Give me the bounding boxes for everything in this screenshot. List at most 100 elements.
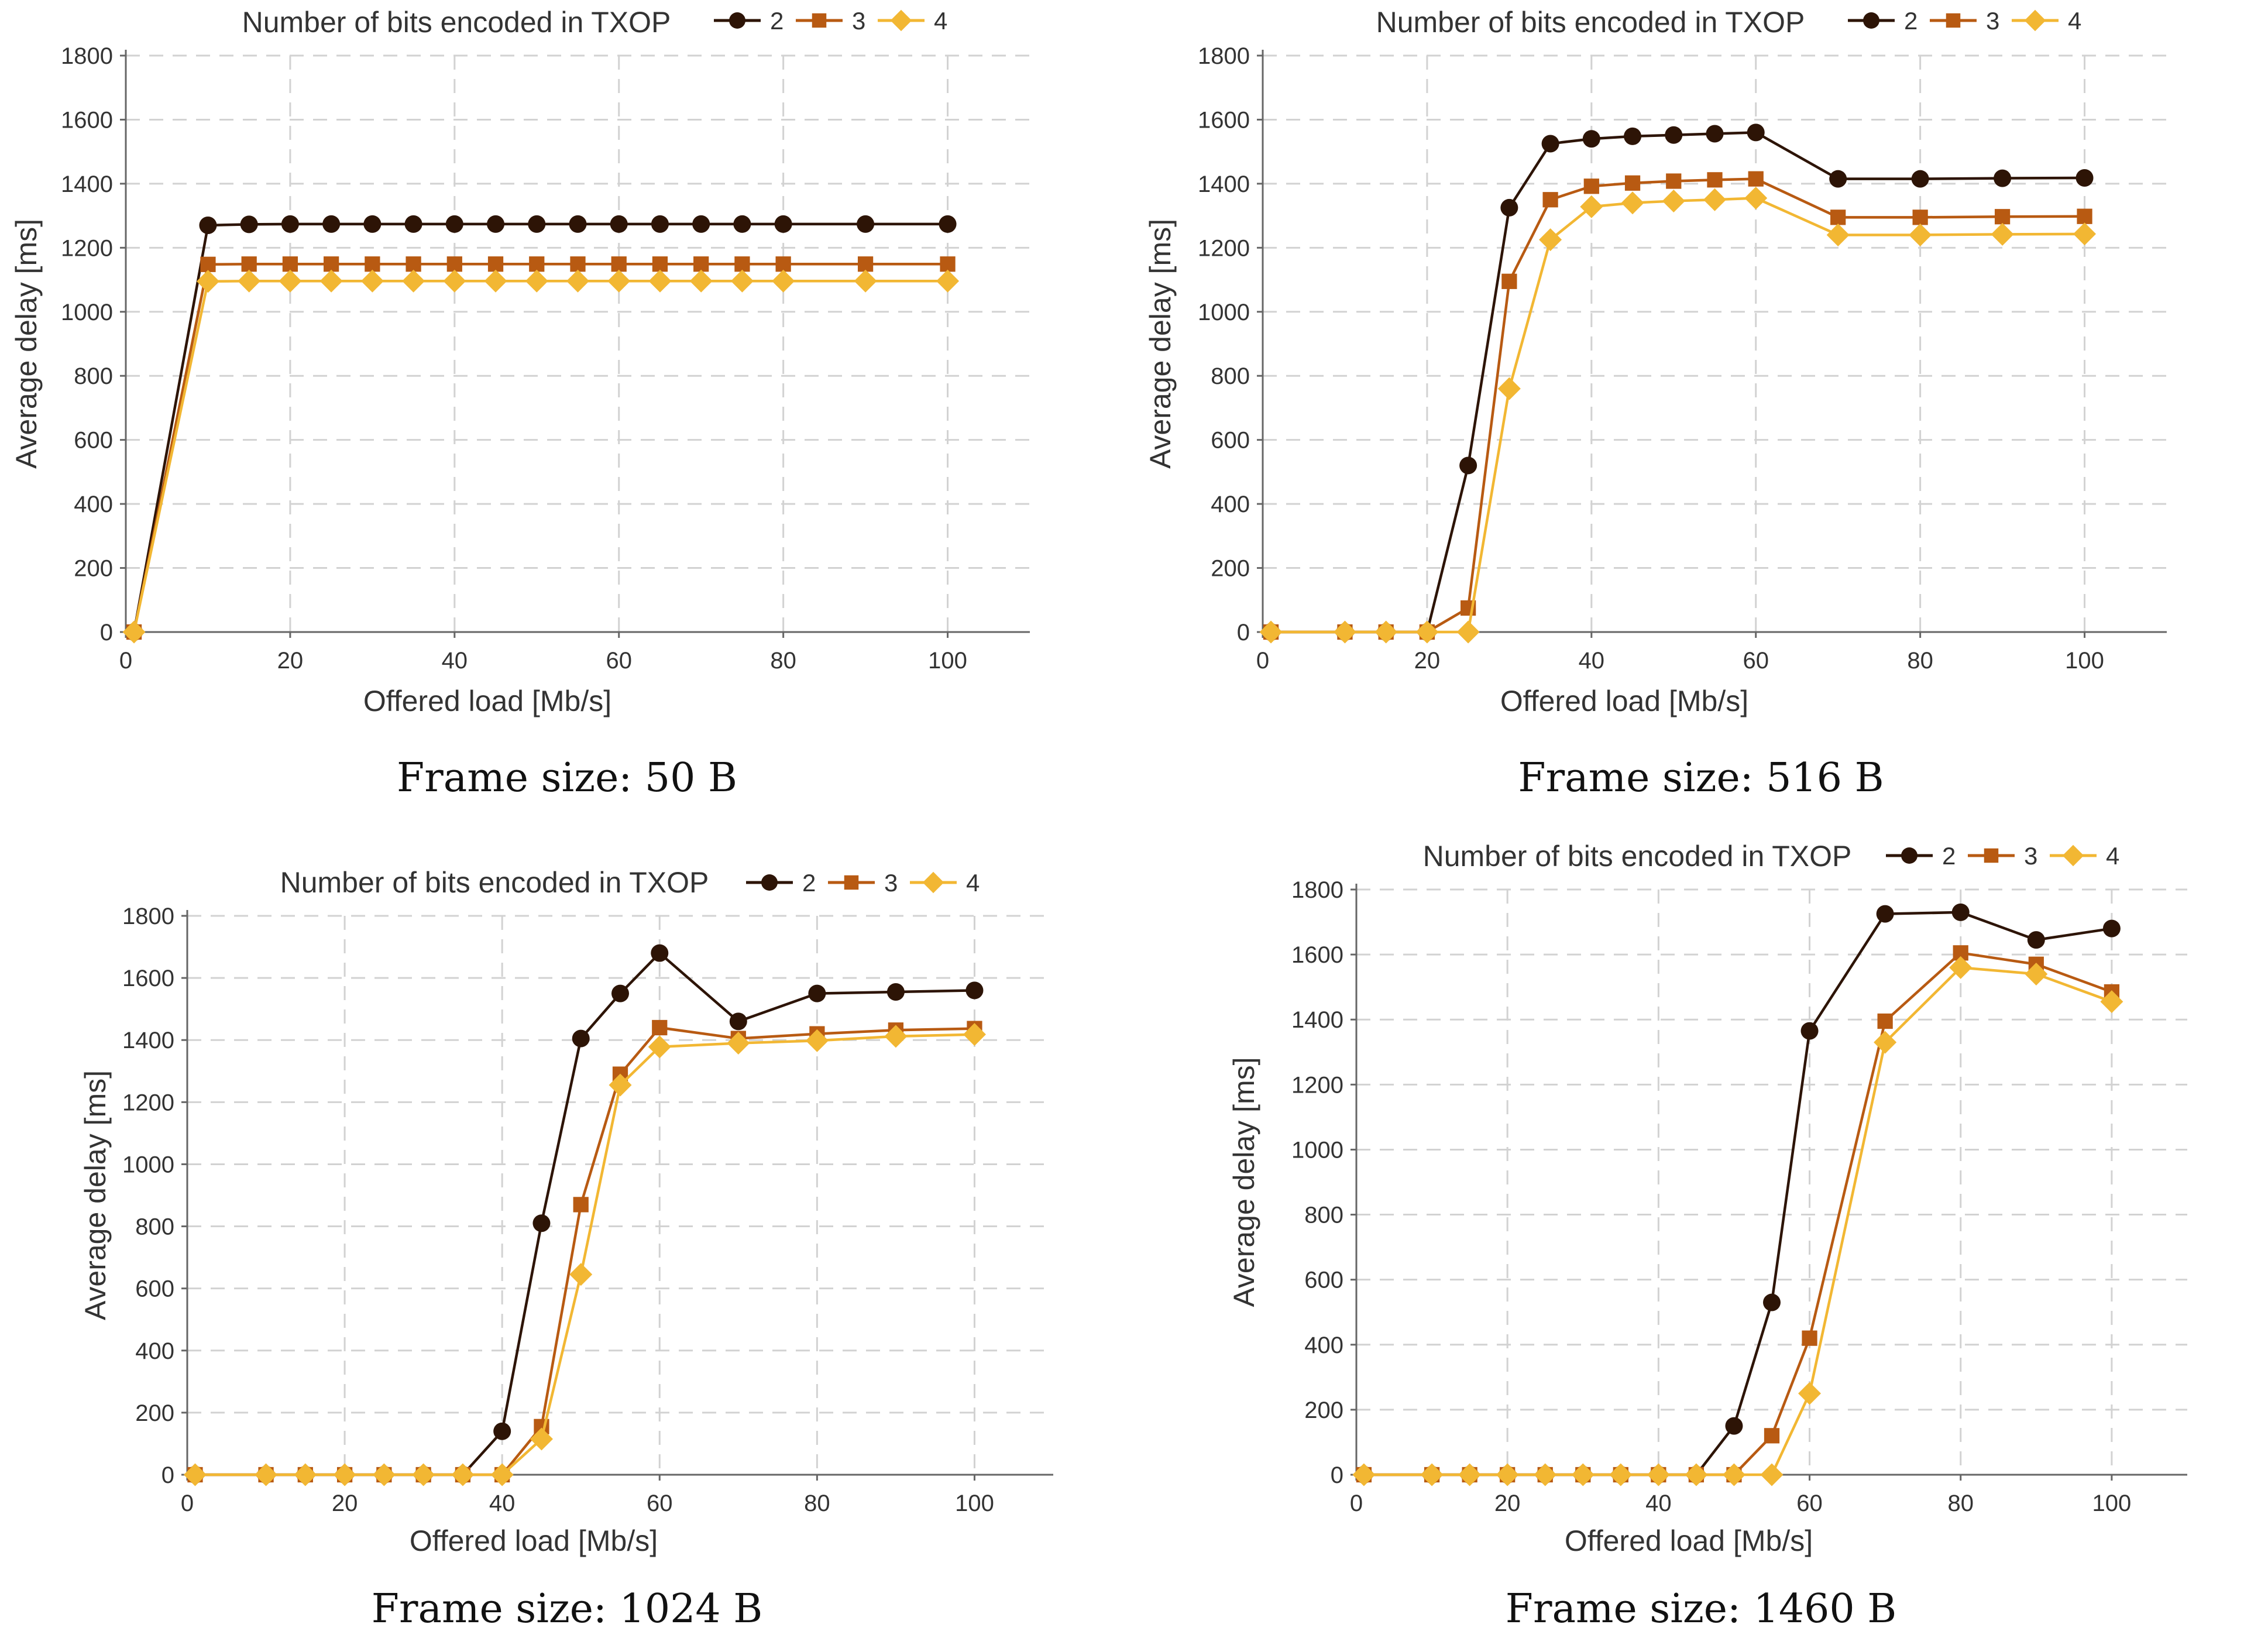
data-point — [1662, 189, 1685, 212]
legend-marker-3 — [812, 13, 827, 28]
x-tick-label: 20 — [332, 1491, 358, 1516]
data-point — [1621, 191, 1644, 215]
y-tick-label: 200 — [135, 1400, 174, 1426]
data-point — [1583, 178, 1599, 194]
data-point — [963, 1023, 986, 1046]
data-point — [2027, 931, 2045, 949]
chart-svg-frame-516: 0 200 400 600 800 1000 1200 1400 1600 1800 0 20 40 60… — [1144, 6, 2167, 717]
data-point — [693, 256, 709, 272]
data-point — [1501, 273, 1517, 289]
data-point — [402, 269, 425, 293]
data-point — [1539, 228, 1562, 252]
data-point — [1763, 1293, 1781, 1311]
data-point — [1706, 125, 1724, 143]
data-point — [566, 269, 589, 293]
data-point — [1802, 1330, 1817, 1346]
y-axis-title: Average delay [ms] — [1228, 1057, 1260, 1307]
x-tick-label: 0 — [1350, 1491, 1363, 1516]
y-axis-title: Average delay [ms] — [10, 219, 43, 469]
x-tick-label: 20 — [277, 648, 304, 674]
chart-svg-frame-50: 0 200 400 600 800 1000 1200 1400 1600 1800 0 20 40 60… — [10, 6, 1030, 717]
data-point — [1415, 620, 1439, 644]
grid-frame-1024 — [187, 915, 1053, 1475]
chart-title: Number of bits encoded in TXOP — [280, 866, 709, 899]
data-point — [1747, 123, 1765, 142]
data-point — [652, 1019, 668, 1036]
data-point — [1647, 1463, 1670, 1486]
x-tick-label: 100 — [2065, 648, 2104, 674]
data-point — [1994, 209, 2011, 225]
y-tick-label: 1000 — [61, 300, 113, 325]
x-tick-label: 60 — [606, 648, 632, 674]
data-point — [1497, 377, 1521, 400]
x-tick-label: 40 — [442, 648, 468, 674]
data-point — [238, 269, 261, 293]
data-point — [939, 215, 957, 233]
x-tick-label: 60 — [1796, 1491, 1823, 1516]
data-point — [255, 1463, 278, 1486]
data-point — [936, 269, 960, 293]
y-tick-label: 0 — [1237, 620, 1250, 645]
y-tick-label: 400 — [135, 1338, 174, 1364]
data-point — [2077, 208, 2092, 224]
data-point — [1991, 222, 2014, 246]
series-2 — [186, 944, 984, 1484]
legend-marker-2 — [729, 12, 745, 29]
x-tick-label: 60 — [647, 1491, 673, 1516]
data-point — [1826, 223, 1850, 246]
legend-frame-1460: 2 3 4 — [1886, 842, 2119, 870]
y-tick-label: 200 — [74, 556, 113, 582]
data-point — [525, 269, 548, 293]
data-point — [122, 620, 146, 644]
data-point — [282, 256, 298, 272]
legend-label-4: 4 — [2106, 842, 2119, 870]
caption-frame-50: Frame size: 50 B — [397, 755, 737, 801]
data-point — [1542, 192, 1558, 208]
data-point — [294, 1463, 317, 1486]
data-point — [1725, 1417, 1743, 1435]
y-tick-label: 1000 — [122, 1152, 174, 1177]
y-tick-label: 1600 — [1291, 942, 1343, 968]
series-2 — [1355, 903, 2121, 1484]
chart-panel-frame-516: 0 200 400 600 800 1000 1200 1400 1600 1800 0 20 40 60… — [1134, 0, 2268, 819]
y-tick-label: 1600 — [61, 107, 113, 133]
y-tick-label: 1600 — [1198, 107, 1250, 133]
data-point — [1420, 1463, 1444, 1486]
legend-marker-4 — [2062, 844, 2084, 867]
legend-label-3: 3 — [1986, 7, 1999, 35]
y-tick-label: 400 — [74, 492, 113, 517]
data-point — [857, 215, 875, 233]
y-tick-label: 1200 — [1198, 235, 1250, 261]
legend-frame-516: 2 3 4 — [1848, 7, 2081, 35]
data-point — [775, 256, 791, 272]
grid-frame-50 — [126, 54, 1030, 632]
data-point — [730, 269, 754, 293]
data-point — [487, 215, 505, 233]
legend-label-4: 4 — [966, 869, 980, 897]
y-tick-label: 1800 — [61, 43, 113, 69]
chart-panel-frame-1460: 0 200 400 600 800 1000 1200 1400 1600 1800 0 20 40 60… — [1134, 819, 2268, 1638]
caption-frame-1024: Frame size: 1024 B — [371, 1586, 763, 1632]
legend-label-2: 2 — [770, 7, 784, 35]
x-tick-label: 40 — [489, 1491, 516, 1516]
data-point — [610, 215, 628, 233]
y-tick-label: 0 — [1331, 1462, 1343, 1488]
data-point — [406, 256, 421, 272]
caption-frame-516: Frame size: 516 B — [1518, 755, 1884, 801]
legend-label-3: 3 — [2024, 842, 2037, 870]
data-point — [241, 256, 257, 272]
legend-label-4: 4 — [2068, 7, 2081, 35]
x-tick-label: 40 — [1645, 1491, 1672, 1516]
data-point — [884, 1025, 908, 1048]
data-point — [1580, 195, 1603, 218]
y-tick-label: 1400 — [122, 1028, 174, 1053]
data-point — [2073, 222, 2097, 246]
data-point — [1877, 1013, 1893, 1029]
legend-marker-3 — [844, 875, 859, 890]
data-point — [200, 256, 216, 272]
data-point — [569, 215, 587, 233]
y-tick-label: 1400 — [1198, 171, 1250, 197]
data-point — [808, 984, 826, 1002]
data-point — [281, 215, 299, 233]
data-point — [1571, 1463, 1595, 1486]
